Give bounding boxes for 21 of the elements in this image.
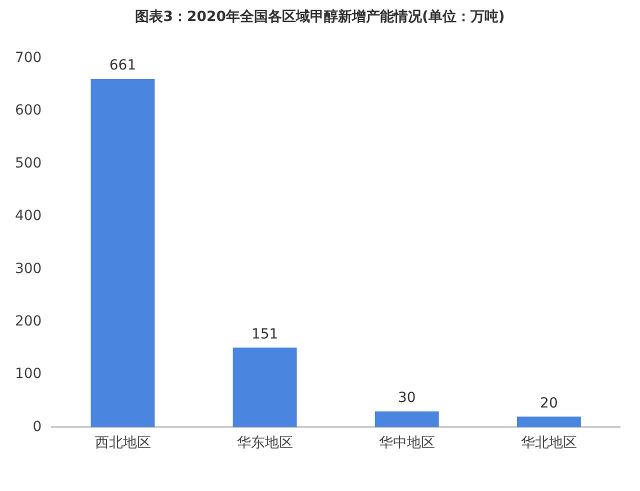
bar: [90, 78, 155, 428]
data-label: 20: [540, 395, 558, 412]
y-tick-label: 100: [14, 366, 42, 382]
y-tick-label: 300: [14, 260, 42, 277]
y-tick-label: 700: [14, 50, 42, 66]
x-tick-label: 西北地区: [94, 435, 151, 452]
x-tick-label: 华东地区: [236, 435, 293, 452]
chart-title: 图表3：2020年全国各区域甲醇新增产能情况(单位：万吨): [134, 8, 506, 26]
x-tick-label: 华中地区: [378, 435, 435, 452]
data-label: 661: [109, 58, 136, 74]
y-tick-label: 0: [32, 418, 42, 435]
y-tick-label: 400: [14, 208, 42, 224]
x-tick-label: 华北地区: [520, 435, 577, 452]
y-tick-label: 200: [14, 313, 42, 330]
data-label: 30: [398, 390, 416, 406]
data-label: 151: [251, 326, 278, 342]
y-tick-label: 500: [14, 155, 42, 172]
y-tick-label: 600: [14, 102, 42, 119]
bar: [232, 348, 297, 428]
bar: [374, 411, 439, 428]
bar: [517, 416, 581, 428]
